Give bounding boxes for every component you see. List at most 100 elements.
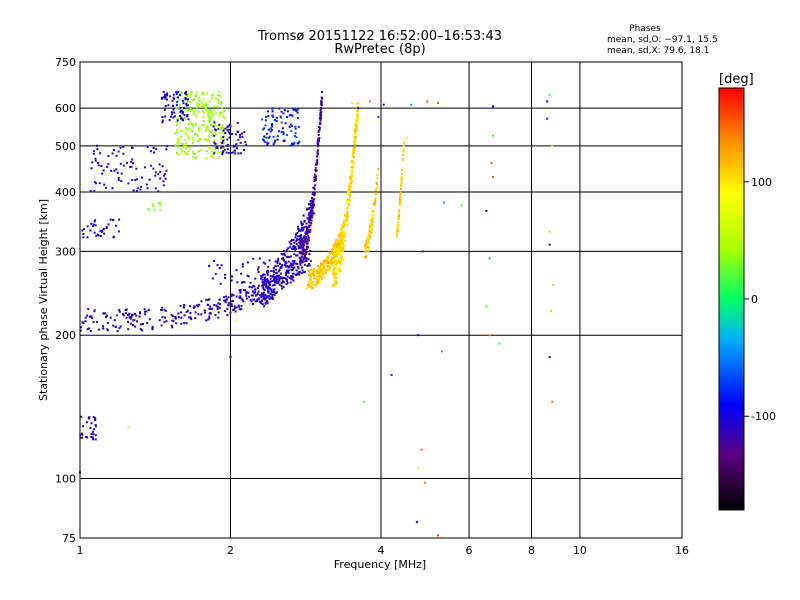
echo-point	[187, 108, 190, 111]
echo-point	[310, 222, 313, 225]
echo-point	[301, 226, 304, 229]
echo-point	[396, 223, 399, 226]
echo-point	[99, 235, 102, 237]
echo-point	[132, 324, 134, 327]
echo-point	[245, 294, 248, 297]
echo-point	[288, 114, 291, 117]
echo-point	[339, 244, 341, 247]
echo-point	[268, 282, 271, 285]
echo-point	[181, 99, 184, 102]
echo-point	[330, 263, 333, 266]
echo-point	[270, 288, 273, 291]
echo-point	[370, 219, 373, 222]
echo-point	[266, 295, 269, 298]
echo-point	[350, 169, 353, 172]
echo-point	[89, 427, 92, 430]
echo-point	[293, 260, 296, 262]
echo-point	[317, 149, 319, 152]
echo-point	[320, 106, 322, 109]
echo-point	[205, 138, 208, 141]
echo-point	[309, 224, 312, 227]
echo-point	[173, 97, 176, 100]
echo-point	[305, 233, 308, 236]
echo-point	[343, 235, 346, 238]
echo-point	[83, 228, 85, 231]
echo-point	[312, 268, 315, 270]
echo-point	[194, 95, 197, 98]
echo-point	[292, 267, 295, 270]
echo-point	[213, 108, 215, 111]
echo-point	[327, 269, 330, 272]
echo-point	[164, 93, 167, 96]
echo-point	[338, 268, 341, 271]
echo-point	[211, 114, 214, 117]
echo-point	[291, 275, 294, 278]
echo-point	[311, 207, 314, 210]
echo-point	[353, 146, 355, 149]
echo-point	[192, 139, 195, 142]
echo-point	[208, 312, 211, 315]
echo-point	[186, 114, 189, 116]
echo-point	[263, 305, 266, 308]
echo-point	[265, 285, 268, 288]
echo-point	[324, 272, 327, 275]
echo-point	[315, 283, 318, 286]
echo-point	[297, 245, 300, 247]
echo-point	[334, 262, 337, 265]
echo-point	[229, 125, 232, 128]
echo-point	[291, 264, 294, 267]
echo-point	[202, 92, 204, 95]
echo-point	[336, 248, 339, 251]
echo-point	[200, 100, 203, 103]
echo-point	[337, 270, 339, 273]
echo-point	[240, 307, 243, 310]
echo-point	[90, 436, 93, 438]
echo-point	[117, 179, 120, 181]
echo-point	[230, 151, 233, 154]
echo-point	[302, 260, 305, 263]
echo-point	[286, 248, 289, 251]
echo-point	[186, 128, 189, 131]
echo-point	[228, 131, 230, 134]
echo-point	[326, 256, 329, 259]
echo-point	[395, 233, 398, 236]
echo-point	[147, 207, 150, 210]
echo-point	[269, 127, 272, 130]
echo-point	[159, 203, 162, 206]
echo-point	[293, 141, 296, 144]
echo-point	[187, 118, 190, 121]
echo-point	[366, 245, 369, 248]
echo-point	[192, 123, 195, 126]
echo-point	[308, 214, 311, 217]
echo-point	[285, 260, 287, 263]
echo-point	[319, 116, 322, 119]
echo-point	[356, 115, 359, 118]
echo-point	[272, 116, 275, 118]
echo-point	[211, 93, 214, 96]
echo-point	[149, 150, 152, 153]
echo-point	[208, 298, 211, 301]
echo-point	[94, 438, 97, 441]
echo-point	[320, 268, 323, 271]
echo-point	[421, 250, 424, 253]
echo-point	[339, 270, 342, 273]
echo-point	[339, 251, 342, 254]
echo-point	[214, 124, 217, 127]
echo-point	[498, 342, 501, 345]
echo-point	[191, 130, 194, 133]
echo-point	[272, 274, 275, 276]
echo-point	[319, 267, 322, 270]
echo-point	[396, 230, 399, 233]
echo-point	[353, 130, 356, 133]
echo-point	[87, 308, 90, 311]
echo-point	[288, 241, 291, 244]
echo-point	[317, 278, 320, 281]
echo-point	[355, 136, 357, 139]
echo-point	[86, 436, 89, 439]
echo-point	[295, 136, 298, 139]
echo-point	[116, 171, 119, 174]
echo-point	[185, 142, 188, 145]
echo-point	[183, 98, 186, 101]
echo-point	[102, 227, 105, 230]
echo-point	[303, 226, 306, 229]
